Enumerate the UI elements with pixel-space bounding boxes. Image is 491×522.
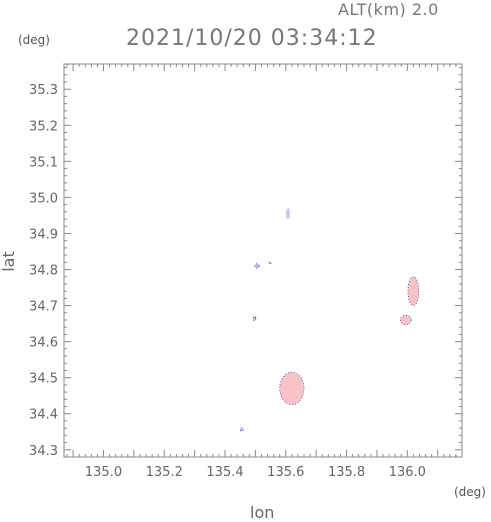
x-tick-label: 135.8 <box>328 465 365 480</box>
y-tick-label: 35.0 <box>29 191 58 206</box>
y-tick-label: 34.7 <box>29 300 58 315</box>
altitude-value: 2.0 <box>411 0 439 19</box>
x-tick-label: 135.6 <box>267 465 304 480</box>
tick-layer: 135.0 135.2 135.4 135.6 135.8 136.0 34.3 34.4 34… <box>29 64 463 480</box>
echo-speck-3 <box>252 315 257 322</box>
echo-layer <box>239 207 420 432</box>
timestamp-title: 2021/10/20 03:34:12 <box>126 26 378 51</box>
echo-east-upper <box>407 276 420 306</box>
echo-speck-4 <box>239 427 244 432</box>
echo-east-lower <box>399 314 412 326</box>
y-tick-label: 35.3 <box>29 83 58 98</box>
y-tick-label: 34.8 <box>29 264 58 279</box>
x-tick-label: 135.0 <box>85 465 122 480</box>
echo-speck-2 <box>268 261 272 265</box>
echo-north-weak <box>285 207 291 220</box>
altitude-readout: ALT(km) 2.0 <box>338 0 439 19</box>
x-tick-label: 135.2 <box>146 465 183 480</box>
plot-frame <box>63 63 463 458</box>
x-axis-title: lon <box>250 503 275 522</box>
y-tick-label: 35.1 <box>29 155 58 170</box>
x-tick-label: 135.4 <box>206 465 243 480</box>
echo-speck-1 <box>254 263 260 269</box>
y-tick-label: 35.2 <box>29 119 58 134</box>
altitude-label: ALT(km) <box>338 0 407 19</box>
y-tick-label: 34.5 <box>29 372 58 387</box>
y-tick-label: 34.6 <box>29 336 58 351</box>
y-tick-label: 34.9 <box>29 227 58 242</box>
y-unit-label: (deg) <box>18 33 50 47</box>
x-tick-label: 136.0 <box>389 465 426 480</box>
x-unit-label: (deg) <box>454 485 486 499</box>
y-tick-label: 34.3 <box>29 444 58 459</box>
echo-cluster-south <box>279 371 305 406</box>
y-tick-label: 34.4 <box>29 408 58 423</box>
